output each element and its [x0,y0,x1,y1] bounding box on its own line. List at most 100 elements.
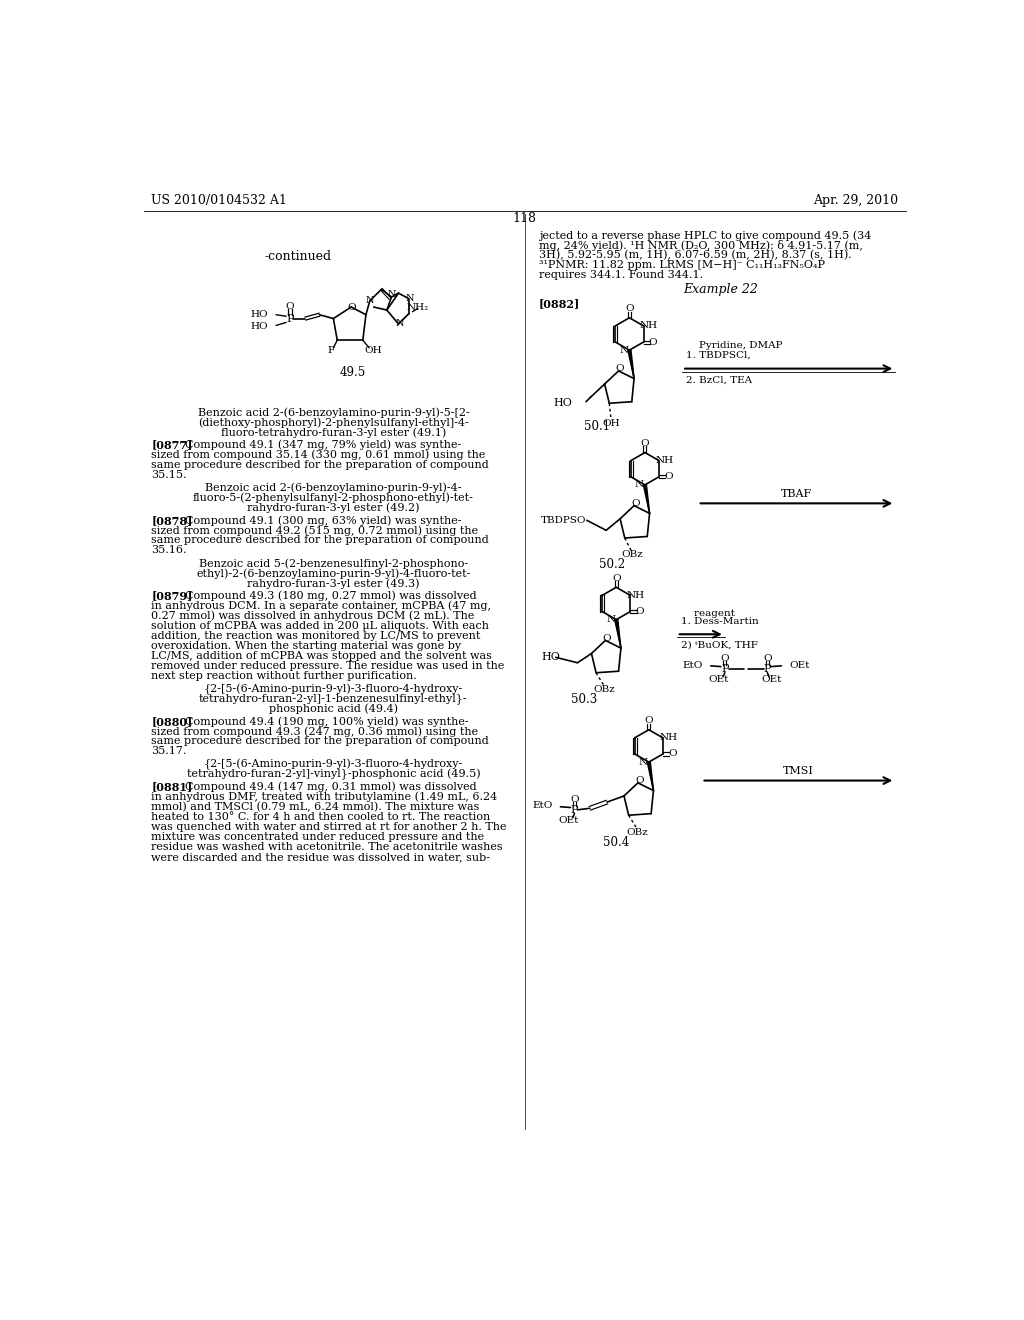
Text: same procedure described for the preparation of compound: same procedure described for the prepara… [152,459,489,470]
Text: OH: OH [365,346,383,355]
Text: tetrahydro-furan-2-yl]-1-benzenesulfinyl-ethyl}-: tetrahydro-furan-2-yl]-1-benzenesulfinyl… [199,693,468,705]
Text: 118: 118 [513,213,537,224]
Text: sized from compound 49.3 (247 mg, 0.36 mmol) using the: sized from compound 49.3 (247 mg, 0.36 m… [152,726,478,737]
Text: were discarded and the residue was dissolved in water, sub-: were discarded and the residue was disso… [152,851,490,862]
Text: OBz: OBz [627,828,648,837]
Text: P: P [721,664,728,675]
Text: in anhydrous DCM. In a separate container, mCPBA (47 mg,: in anhydrous DCM. In a separate containe… [152,601,492,611]
Text: OEt: OEt [790,660,809,669]
Text: O: O [603,634,611,643]
Text: 50.1: 50.1 [584,420,610,433]
Text: sized from compound 49.2 (515 mg, 0.72 mmol) using the: sized from compound 49.2 (515 mg, 0.72 m… [152,525,478,536]
Text: was quenched with water and stirred at rt for another 2 h. The: was quenched with water and stirred at r… [152,822,507,832]
Text: OEt: OEt [761,676,781,684]
Text: N: N [639,758,648,767]
Text: P: P [287,314,294,323]
Polygon shape [643,484,649,513]
Text: Compound 49.1 (300 mg, 63% yield) was synthe-: Compound 49.1 (300 mg, 63% yield) was sy… [185,515,462,525]
Text: 1. Dess-Martin: 1. Dess-Martin [681,618,759,627]
Text: TMSI: TMSI [783,767,814,776]
Text: reagent: reagent [681,609,734,618]
Text: OH: OH [602,418,620,428]
Text: solution of mCPBA was added in 200 μL aliquots. With each: solution of mCPBA was added in 200 μL al… [152,620,489,631]
Text: HO: HO [541,652,560,663]
Text: O: O [286,302,294,310]
Polygon shape [647,762,653,791]
Text: 35.16.: 35.16. [152,545,186,556]
Text: [0878]: [0878] [152,515,193,525]
Text: O: O [664,473,673,482]
Text: NH: NH [640,321,658,330]
Text: O: O [635,776,644,785]
Text: 49.5: 49.5 [340,366,366,379]
Text: O: O [648,338,657,347]
Text: Compound 49.4 (190 mg, 100% yield) was synthe-: Compound 49.4 (190 mg, 100% yield) was s… [185,715,469,726]
Text: 35.15.: 35.15. [152,470,186,480]
Text: Example 22: Example 22 [683,282,759,296]
Text: O: O [347,302,355,312]
Text: [0882]: [0882] [539,298,580,309]
Polygon shape [628,350,634,379]
Text: sized from compound 35.14 (330 mg, 0.61 mmol) using the: sized from compound 35.14 (330 mg, 0.61 … [152,450,485,461]
Text: OEt: OEt [709,676,729,684]
Text: addition, the reaction was monitored by LC/MS to prevent: addition, the reaction was monitored by … [152,631,480,640]
Text: P: P [764,664,771,675]
Text: O: O [668,750,677,759]
Text: mg, 24% yield). ¹H NMR (D₂O, 300 MHz): δ 4.91-5.17 (m,: mg, 24% yield). ¹H NMR (D₂O, 300 MHz): δ… [539,240,862,251]
Text: [0877]: [0877] [152,440,193,450]
Text: NH: NH [655,457,674,465]
Text: NH: NH [627,591,645,599]
Text: ³¹PNMR: 11.82 ppm. LRMS [M−H]⁻ C₁₁H₁₃FN₅O₄P: ³¹PNMR: 11.82 ppm. LRMS [M−H]⁻ C₁₁H₁₃FN₅… [539,260,824,271]
Text: rahydro-furan-3-yl ester (49.2): rahydro-furan-3-yl ester (49.2) [247,503,420,513]
Text: O: O [625,304,634,313]
Text: F: F [328,346,335,355]
Text: N: N [366,297,374,305]
Text: N: N [387,290,395,300]
Text: EtO: EtO [683,660,703,669]
Text: N: N [620,346,629,355]
Text: OEt: OEt [558,816,579,825]
Text: O: O [570,795,579,804]
Text: O: O [644,715,653,725]
Text: N: N [395,319,404,329]
Text: EtO: EtO [532,801,553,810]
Text: mixture was concentrated under reduced pressure and the: mixture was concentrated under reduced p… [152,832,484,842]
Text: NH₂: NH₂ [407,304,429,313]
Text: O: O [641,438,649,447]
Text: HO: HO [251,310,268,319]
Text: requires 344.1. Found 344.1.: requires 344.1. Found 344.1. [539,271,702,280]
Text: Compound 49.3 (180 mg, 0.27 mmol) was dissolved: Compound 49.3 (180 mg, 0.27 mmol) was di… [185,590,477,601]
Text: TBAF: TBAF [781,490,812,499]
Text: US 2010/0104532 A1: US 2010/0104532 A1 [152,194,287,207]
Text: same procedure described for the preparation of compound: same procedure described for the prepara… [152,737,489,746]
Text: 1. TBDPSCl,: 1. TBDPSCl, [686,350,751,359]
Text: 35.17.: 35.17. [152,746,186,756]
Text: same procedure described for the preparation of compound: same procedure described for the prepara… [152,536,489,545]
Text: LC/MS, addition of mCPBA was stopped and the solvent was: LC/MS, addition of mCPBA was stopped and… [152,651,493,661]
Text: N: N [606,615,615,624]
Text: 2. BzCl, TEA: 2. BzCl, TEA [686,376,752,384]
Text: Benzoic acid 2-(6-benzoylamino-purin-9-yl)-5-[2-: Benzoic acid 2-(6-benzoylamino-purin-9-y… [198,407,469,418]
Text: O: O [763,653,772,663]
Text: Pyridine, DMAP: Pyridine, DMAP [686,341,782,350]
Text: 0.27 mmol) was dissolved in anhydrous DCM (2 mL). The: 0.27 mmol) was dissolved in anhydrous DC… [152,610,475,622]
Text: -continued: -continued [265,251,332,264]
Text: [0881]: [0881] [152,781,193,792]
Text: fluoro-tetrahydro-furan-3-yl ester (49.1): fluoro-tetrahydro-furan-3-yl ester (49.1… [221,428,446,438]
Text: NH: NH [659,734,678,742]
Text: 3H), 5.92-5.95 (m, 1H), 6.07-6.59 (m, 2H), 8.37 (s, 1H).: 3H), 5.92-5.95 (m, 1H), 6.07-6.59 (m, 2H… [539,251,852,260]
Text: heated to 130° C. for 4 h and then cooled to rt. The reaction: heated to 130° C. for 4 h and then coole… [152,812,490,822]
Text: rahydro-furan-3-yl ester (49.3): rahydro-furan-3-yl ester (49.3) [247,578,420,589]
Text: 50.4: 50.4 [603,836,630,849]
Text: HO: HO [553,399,572,408]
Text: in anhydrous DMF, treated with tributylamine (1.49 mL, 6.24: in anhydrous DMF, treated with tributyla… [152,792,498,803]
Text: Compound 49.1 (347 mg, 79% yield) was synthe-: Compound 49.1 (347 mg, 79% yield) was sy… [185,440,462,450]
Text: (diethoxy-phosphoryl)-2-phenylsulfanyl-ethyl]-4-: (diethoxy-phosphoryl)-2-phenylsulfanyl-e… [198,417,469,428]
Text: removed under reduced pressure. The residue was used in the: removed under reduced pressure. The resi… [152,661,505,671]
Text: residue was washed with acetonitrile. The acetonitrile washes: residue was washed with acetonitrile. Th… [152,842,503,851]
Text: O: O [632,499,640,508]
Text: N: N [635,480,644,490]
Text: Compound 49.4 (147 mg, 0.31 mmol) was dissolved: Compound 49.4 (147 mg, 0.31 mmol) was di… [185,781,477,792]
Text: P: P [570,805,579,814]
Text: Benzoic acid 5-(2-benzenesulfinyl-2-phosphono-: Benzoic acid 5-(2-benzenesulfinyl-2-phos… [199,558,468,569]
